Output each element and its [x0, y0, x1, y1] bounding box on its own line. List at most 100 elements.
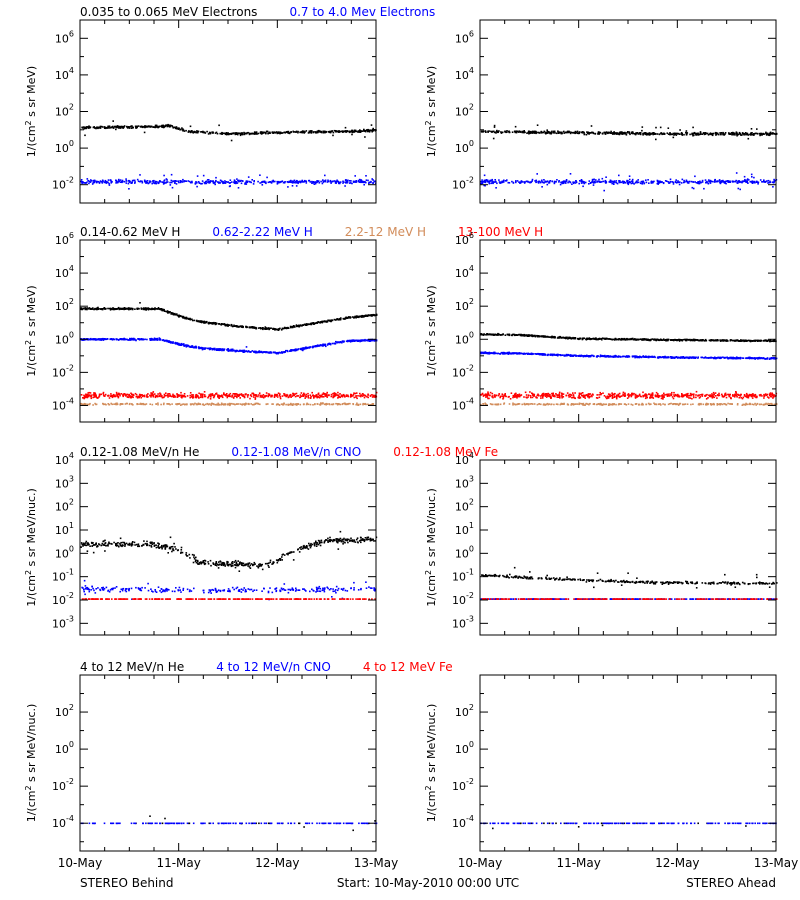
data-point: [221, 396, 224, 399]
data-point: [333, 129, 336, 132]
data-point: [139, 394, 142, 397]
data-point: [308, 130, 311, 133]
data-point: [556, 179, 558, 181]
data-point: [484, 181, 487, 184]
data-point: [239, 393, 242, 396]
data-point: [771, 132, 774, 135]
data-point: [677, 180, 679, 182]
data-point: [118, 127, 120, 129]
data-point: [514, 130, 517, 133]
data-point: [645, 134, 648, 136]
data-point: [220, 403, 223, 406]
data-point: [711, 180, 714, 183]
data-point: [604, 179, 607, 182]
data-point: [314, 403, 316, 405]
data-point: [125, 338, 128, 341]
data-point: [563, 132, 565, 134]
data-point: [674, 132, 677, 135]
data-point: [648, 134, 650, 136]
data-point: [541, 181, 543, 183]
data-point: [346, 182, 348, 184]
data-point: [669, 133, 671, 136]
data-point: [352, 339, 354, 341]
data-point: [213, 347, 216, 350]
data-point: [92, 179, 95, 182]
data-point: [209, 347, 212, 349]
data-point: [287, 186, 289, 188]
data-point: [347, 394, 349, 397]
data-point: [634, 133, 636, 135]
data-point: [94, 392, 96, 394]
data-point: [104, 393, 107, 396]
data-point: [229, 392, 232, 395]
data-point: [336, 341, 338, 344]
data-point: [210, 404, 212, 406]
data-point: [131, 308, 134, 311]
data-point: [102, 126, 104, 128]
data-point: [241, 350, 243, 352]
data-point: [254, 133, 257, 135]
data-point: [172, 393, 174, 396]
data-point: [363, 129, 366, 132]
data-point: [352, 403, 355, 406]
data-point: [154, 124, 157, 127]
data-point: [249, 394, 252, 397]
data-point: [169, 184, 172, 186]
data-point: [285, 394, 287, 397]
data-point: [681, 133, 683, 135]
data-point: [736, 133, 738, 136]
data-point: [131, 182, 133, 184]
data-point: [695, 182, 698, 184]
data-point: [209, 132, 212, 134]
data-point: [303, 393, 306, 396]
data-point: [265, 132, 267, 134]
data-point: [701, 181, 704, 183]
data-point: [84, 308, 87, 311]
data-point: [300, 392, 303, 394]
data-point: [686, 338, 688, 341]
data-point: [281, 395, 284, 397]
data-point: [550, 131, 552, 134]
data-point: [675, 134, 678, 136]
data-point: [756, 181, 759, 183]
data-point: [362, 130, 365, 132]
data-point: [107, 125, 109, 128]
data-point: [578, 182, 580, 185]
data-point: [290, 396, 292, 398]
data-point: [204, 403, 207, 406]
data-point: [143, 307, 145, 309]
data-point: [683, 133, 685, 136]
data-point: [292, 403, 295, 405]
data-point: [494, 181, 496, 183]
data-point: [286, 395, 289, 397]
data-point: [482, 181, 485, 183]
data-point: [593, 181, 595, 183]
data-point: [175, 314, 177, 316]
data-point: [285, 395, 287, 398]
data-point: [152, 395, 154, 397]
data-point: [231, 325, 234, 328]
data-point: [163, 179, 166, 181]
data-point: [240, 403, 242, 405]
data-point: [730, 132, 733, 134]
data-point: [289, 395, 292, 397]
data-point: [360, 339, 363, 342]
data-point: [355, 403, 357, 406]
data-point: [198, 320, 200, 323]
data-point: [356, 316, 358, 318]
data-point: [695, 134, 698, 136]
data-point: [170, 181, 173, 184]
data-point: [113, 403, 115, 405]
data-point: [525, 180, 528, 183]
data-point: [150, 396, 152, 398]
data-point: [357, 404, 360, 406]
data-point: [751, 181, 753, 183]
data-point: [355, 392, 358, 394]
data-point: [686, 182, 689, 184]
data-point: [724, 132, 727, 134]
data-point: [591, 180, 594, 182]
data-point: [121, 179, 124, 182]
data-point: [301, 179, 304, 182]
data-point: [672, 136, 675, 139]
data-point: [484, 131, 487, 133]
